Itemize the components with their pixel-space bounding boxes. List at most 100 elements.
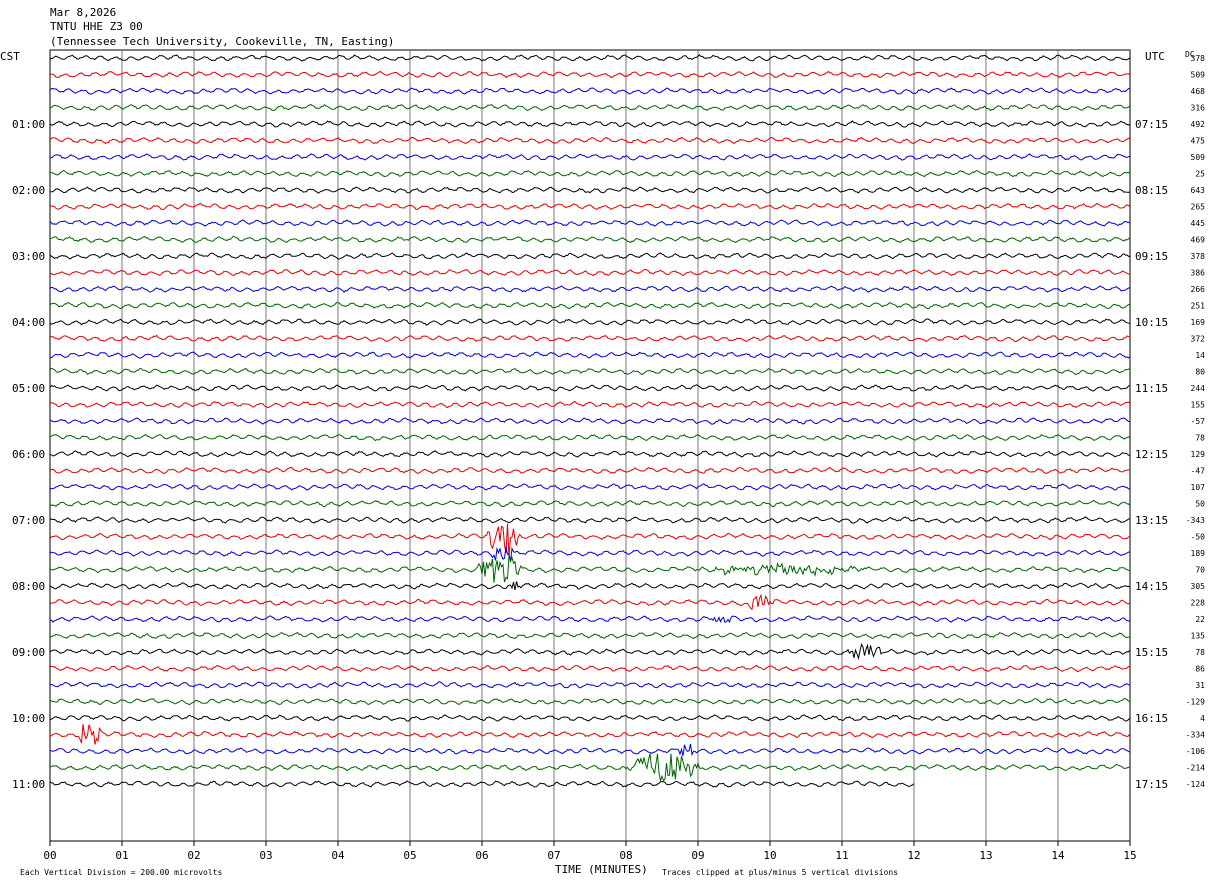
dc-offset-label: -343 — [1186, 516, 1205, 525]
dc-header: DC — [1185, 50, 1195, 59]
dc-offset-label: -50 — [1191, 533, 1206, 542]
dc-offset-label: -124 — [1186, 780, 1205, 789]
trace-line — [49, 252, 1131, 260]
minute-gridlines — [121, 50, 1059, 841]
dc-offset-label: -214 — [1186, 764, 1205, 773]
x-tick-label: 05 — [403, 849, 416, 862]
x-tick-label: 00 — [43, 849, 56, 862]
utc-time-label: 16:15 — [1135, 712, 1168, 725]
trace-line — [49, 268, 1131, 277]
trace-line — [49, 70, 1131, 79]
x-tick-label: 15 — [1123, 849, 1136, 862]
trace-line — [49, 104, 1131, 112]
seismic-traces — [49, 54, 1131, 788]
dc-offset-label: 468 — [1191, 87, 1206, 96]
utc-time-label: 15:15 — [1135, 646, 1168, 659]
trace-line — [49, 714, 1131, 722]
dc-offset-label: 135 — [1191, 632, 1206, 641]
trace-line — [49, 546, 1131, 562]
dc-offset-label: 643 — [1191, 186, 1206, 195]
utc-time-labels: 07:15 08:15 09:15 10:15 11:15 12:15 13:15 14:15… — [1135, 118, 1168, 791]
x-tick-label: 03 — [259, 849, 272, 862]
utc-time-label: 07:15 — [1135, 118, 1168, 131]
cst-time-label: 10:00 — [12, 712, 45, 725]
trace-line — [49, 87, 1131, 95]
dc-offset-label: 169 — [1191, 318, 1206, 327]
x-tick-label: 08 — [619, 849, 632, 862]
dc-offset-label: 22 — [1195, 615, 1205, 624]
x-tick-label: 12 — [907, 849, 920, 862]
trace-line — [50, 681, 1131, 689]
plot-frame — [49, 49, 1131, 842]
trace-line — [49, 417, 1131, 425]
utc-label: UTC — [1145, 50, 1165, 63]
trace-line — [49, 136, 1131, 145]
trace-line — [50, 153, 1131, 161]
chart-location: (Tennessee Tech University, Cookeville, … — [50, 35, 394, 48]
trace-line — [49, 555, 1131, 583]
trace-line — [49, 466, 1131, 475]
trace-line — [49, 780, 915, 788]
dc-offset-label: 107 — [1191, 483, 1206, 492]
trace-line — [49, 664, 1130, 673]
trace-line — [49, 698, 1131, 706]
trace-line — [49, 285, 1131, 293]
trace-line — [49, 384, 1131, 392]
utc-time-label: 14:15 — [1135, 580, 1168, 593]
x-tick-label: 11 — [835, 849, 848, 862]
x-tick-label: 10 — [763, 849, 776, 862]
chart-station: TNTU HHE Z3 00 — [50, 20, 143, 33]
dc-offset-label: 378 — [1191, 252, 1206, 261]
cst-time-label: 09:00 — [12, 646, 45, 659]
utc-time-label: 08:15 — [1135, 184, 1168, 197]
dc-offset-label: 228 — [1191, 599, 1206, 608]
trace-line — [49, 631, 1131, 640]
cst-time-label: 08:00 — [12, 580, 45, 593]
trace-line — [49, 186, 1131, 194]
trace-line — [49, 483, 1131, 491]
cst-label: CST — [0, 50, 20, 63]
dc-offset-label: 4 — [1200, 714, 1205, 723]
trace-line — [49, 581, 1131, 591]
utc-time-label: 17:15 — [1135, 778, 1168, 791]
dc-offset-label: -57 — [1191, 417, 1206, 426]
trace-line — [49, 202, 1131, 211]
dc-offset-label: -106 — [1186, 747, 1205, 756]
trace-line — [49, 724, 1131, 745]
trace-line — [49, 434, 1131, 442]
dc-offset-label: 509 — [1191, 71, 1206, 80]
trace-line — [49, 523, 1131, 557]
dc-offset-label: 78 — [1195, 434, 1205, 443]
cst-time-label: 07:00 — [12, 514, 45, 527]
dc-offset-label: 78 — [1195, 648, 1205, 657]
trace-line — [49, 643, 1131, 661]
utc-time-label: 09:15 — [1135, 250, 1168, 263]
dc-offset-label: 372 — [1191, 335, 1206, 344]
utc-time-label: 10:15 — [1135, 316, 1168, 329]
dc-offset-label: 244 — [1191, 384, 1206, 393]
x-tick-label: 09 — [691, 849, 704, 862]
dc-offset-label: 316 — [1191, 104, 1206, 113]
trace-line — [49, 54, 1131, 62]
trace-line — [50, 170, 1131, 178]
dc-offset-label: 70 — [1195, 566, 1205, 575]
trace-line — [49, 593, 1131, 611]
dc-offset-label: 386 — [1191, 269, 1206, 278]
dc-offset-label: 189 — [1191, 549, 1206, 558]
chart-date: Mar 8,2026 — [50, 6, 116, 19]
dc-offset-label: 469 — [1191, 236, 1206, 245]
x-tick-label: 04 — [331, 849, 345, 862]
x-axis-ticks: 00 01 02 03 04 05 06 07 08 09 10 11 12 13 14 15 — [43, 841, 1137, 862]
trace-line — [49, 120, 1131, 128]
dc-offset-label: -129 — [1186, 698, 1205, 707]
trace-line — [49, 516, 1131, 524]
x-axis-title: TIME (MINUTES) — [555, 863, 648, 876]
dc-offset-label: 266 — [1191, 285, 1206, 294]
footer-scale-note: Each Vertical Division = 200.00 microvol… — [20, 868, 222, 877]
dc-offset-labels: 378 509 468 316 492 475 509 25 643 265 445 469 378 38… — [1186, 54, 1205, 789]
cst-time-label: 01:00 — [12, 118, 45, 131]
trace-line — [49, 318, 1131, 326]
dc-offset-label: 509 — [1191, 153, 1206, 162]
dc-offset-label: -334 — [1186, 731, 1205, 740]
cst-time-label: 05:00 — [12, 382, 45, 395]
